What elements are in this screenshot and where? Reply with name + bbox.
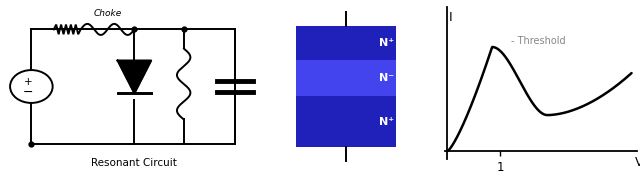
Bar — [296, 26, 396, 147]
Polygon shape — [118, 61, 151, 93]
Bar — [296, 60, 396, 96]
Text: I: I — [449, 11, 452, 24]
Text: +: + — [24, 77, 32, 87]
Text: N⁺: N⁺ — [379, 38, 394, 48]
Text: N⁺: N⁺ — [379, 117, 394, 127]
Bar — [296, 96, 396, 147]
Bar — [296, 26, 396, 60]
Text: - Threshold: - Threshold — [511, 36, 565, 46]
Text: Choke: Choke — [93, 9, 122, 18]
Text: N⁻: N⁻ — [379, 73, 394, 83]
Text: Resonant Circuit: Resonant Circuit — [92, 158, 177, 168]
Text: −: − — [23, 85, 33, 99]
Text: V: V — [635, 156, 640, 169]
